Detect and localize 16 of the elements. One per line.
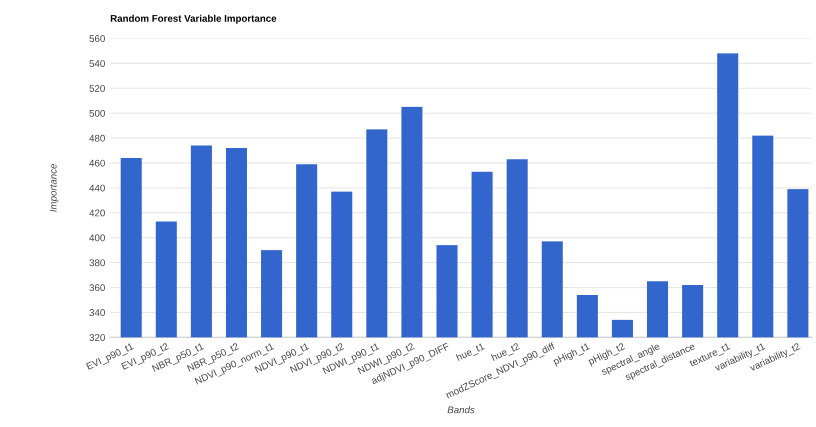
y-tick-label: 420 [89, 210, 105, 216]
y-tick-label: 560 [89, 35, 105, 42]
y-tick-label: 540 [89, 60, 105, 67]
y-tick-label: 400 [89, 234, 105, 242]
y-axis-title: Importance [50, 164, 59, 212]
chart-title: Random Forest Variable Importance [110, 14, 276, 24]
y-tick-label: 380 [89, 259, 105, 266]
y-tick-label: 460 [89, 160, 105, 167]
y-tick-label: 520 [89, 84, 105, 92]
y-tick-label: 320 [89, 334, 105, 341]
y-tick-label: 360 [89, 284, 105, 292]
y-tick-label: 440 [89, 184, 105, 192]
x-axis-title: Bands [448, 406, 475, 414]
y-tick-label: 500 [89, 110, 105, 117]
y-tick-label: 340 [89, 309, 105, 316]
y-tick-label: 480 [89, 134, 105, 142]
